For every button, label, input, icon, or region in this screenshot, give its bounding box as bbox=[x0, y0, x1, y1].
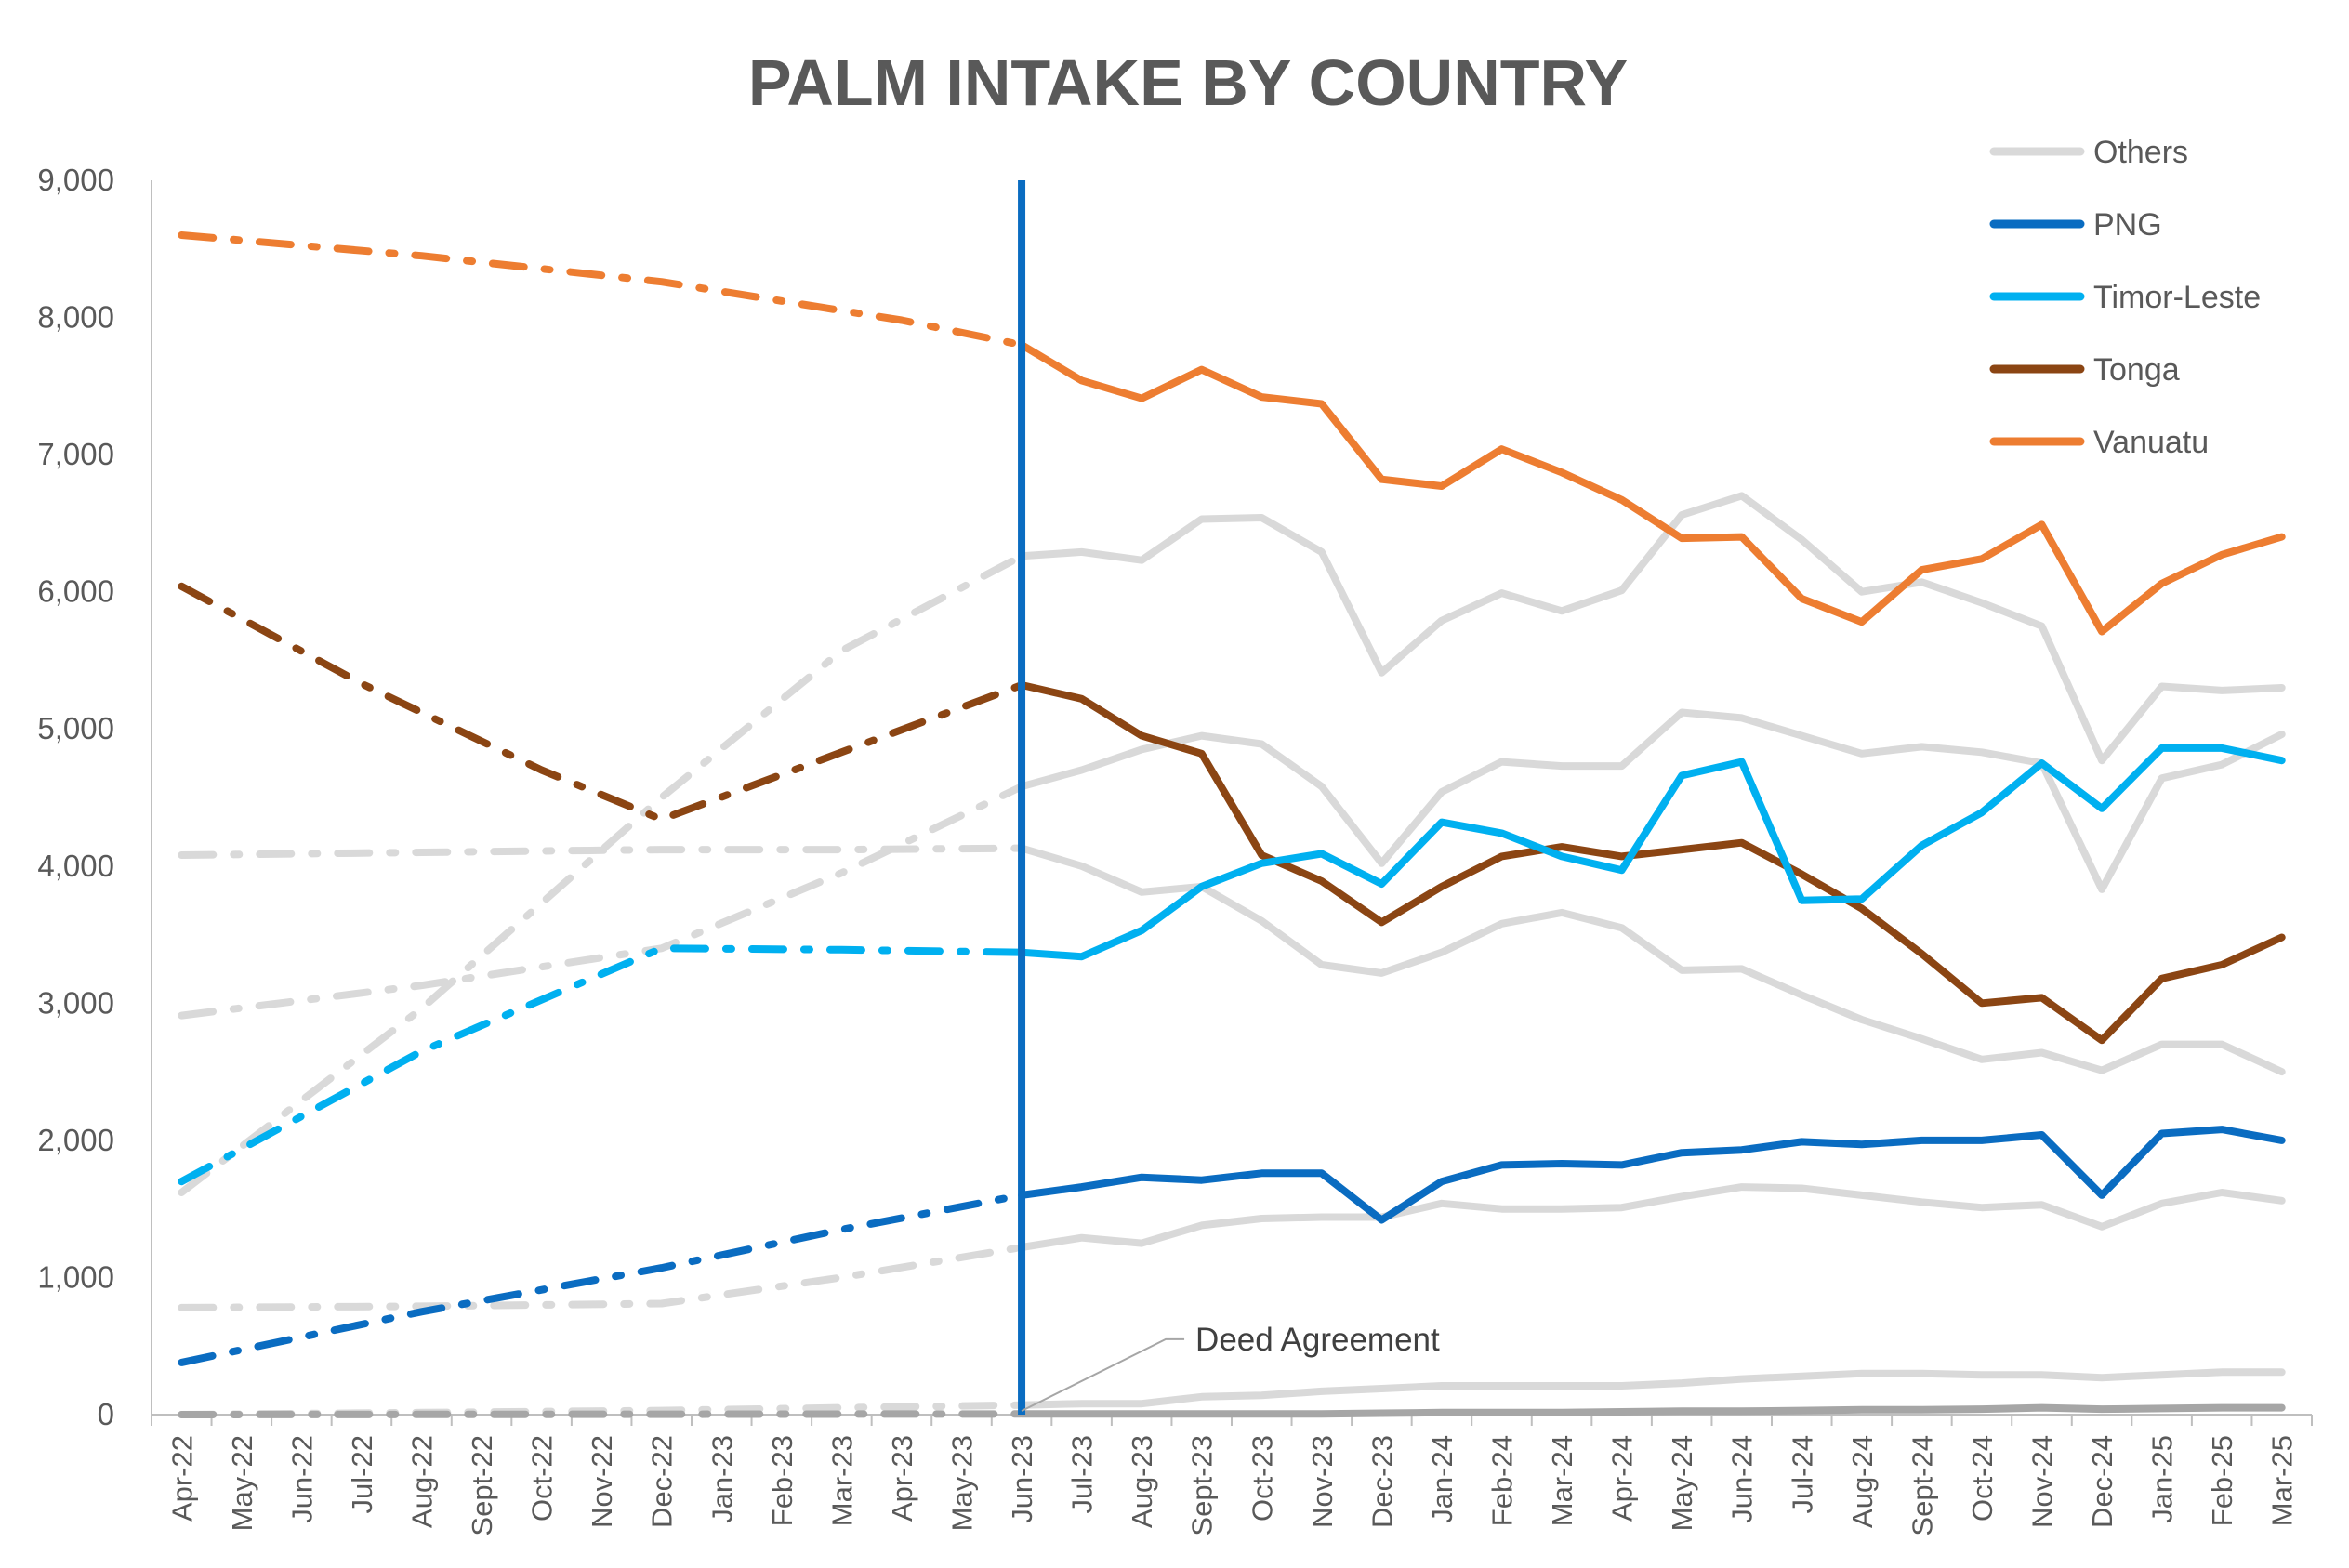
x-tick-label: Jan-25 bbox=[2146, 1435, 2179, 1523]
actual-series-line bbox=[1018, 844, 2286, 1076]
x-tick-label: Nov-22 bbox=[586, 1435, 618, 1528]
x-tick-label: May-24 bbox=[1666, 1435, 1698, 1531]
legend-label: Vanuatu bbox=[2093, 425, 2209, 460]
x-tick-label: Jul-22 bbox=[346, 1435, 378, 1513]
x-tick-label: Dec-22 bbox=[646, 1435, 679, 1528]
x-tick-label: Mar-25 bbox=[2266, 1435, 2299, 1526]
actual-series-line bbox=[1018, 492, 2286, 765]
x-tick-label: Apr-23 bbox=[886, 1435, 918, 1522]
series-other-7 bbox=[178, 1183, 2286, 1311]
x-tick-label: May-23 bbox=[946, 1435, 979, 1531]
y-tick-label: 3,000 bbox=[37, 985, 114, 1020]
actual-series-line bbox=[1018, 1368, 2286, 1409]
x-tick-label: Sept-23 bbox=[1186, 1435, 1219, 1536]
actual-series-line bbox=[1018, 681, 2286, 1045]
series-other-9 bbox=[178, 1403, 2286, 1418]
y-tick-label: 9,000 bbox=[37, 163, 114, 197]
actual-series-line bbox=[1018, 1403, 2286, 1418]
actual-series-line bbox=[1018, 708, 2286, 893]
y-tick-label: 8,000 bbox=[37, 300, 114, 335]
series-tonga bbox=[178, 582, 2286, 1045]
actual-series-line bbox=[1018, 341, 2286, 636]
x-tick-label: Aug-23 bbox=[1126, 1435, 1158, 1528]
x-tick-label: Oct-24 bbox=[1966, 1435, 1999, 1522]
legend-item-timor-leste: Timor-Leste bbox=[1989, 280, 2261, 315]
axes: 0 1,000 2,000 3,000 4,000 5,000 6,000 7,000 8,00… bbox=[37, 163, 2313, 1536]
x-tick-label: Feb-25 bbox=[2206, 1435, 2238, 1526]
x-tick-label: Apr-24 bbox=[1606, 1435, 1639, 1522]
projected-series-line bbox=[178, 582, 1026, 824]
projected-series-line bbox=[178, 231, 1026, 349]
annotation-deed-agreement: Deed Agreement bbox=[1195, 1322, 1440, 1358]
legend-item-vanuatu: Vanuatu bbox=[1989, 425, 2209, 460]
x-tick-label: Dec-23 bbox=[1366, 1435, 1398, 1528]
series-vanuatu bbox=[178, 231, 2286, 636]
series-others bbox=[178, 492, 2286, 1196]
legend-label: Timor-Leste bbox=[2093, 280, 2261, 315]
legend-label: PNG bbox=[2093, 207, 2162, 243]
projected-series-line bbox=[178, 1191, 1026, 1366]
x-tick-label: Aug-22 bbox=[406, 1435, 439, 1528]
x-tick-label: Jul-23 bbox=[1066, 1435, 1099, 1513]
projected-series-line bbox=[178, 783, 1026, 1020]
x-tick-label: Feb-23 bbox=[766, 1435, 798, 1526]
x-tick-label: Jun-22 bbox=[285, 1435, 318, 1523]
x-tick-label: Jan-24 bbox=[1426, 1435, 1458, 1523]
y-tick-label: 4,000 bbox=[37, 849, 114, 883]
legend-label: Others bbox=[2093, 135, 2188, 170]
x-tick-label: Apr-22 bbox=[165, 1435, 198, 1522]
chart-title: PALM INTAKE BY COUNTRY bbox=[748, 46, 1628, 119]
x-tick-label: Jan-23 bbox=[706, 1435, 738, 1523]
projected-series-line bbox=[178, 844, 1026, 859]
x-tick-label: Nov-24 bbox=[2026, 1435, 2059, 1528]
x-tick-label: Aug-24 bbox=[1846, 1435, 1879, 1528]
x-tick-label: Dec-24 bbox=[2086, 1435, 2118, 1528]
legend-label: Tonga bbox=[2093, 352, 2180, 388]
y-tick-label: 2,000 bbox=[37, 1123, 114, 1157]
x-tick-label: Jul-24 bbox=[1786, 1435, 1818, 1513]
x-tick-label: Jun-23 bbox=[1006, 1435, 1038, 1523]
projected-series-line bbox=[178, 944, 1026, 1186]
y-tick-label: 5,000 bbox=[37, 711, 114, 745]
projected-series-line bbox=[178, 552, 1026, 1196]
series-timor-leste bbox=[178, 744, 2286, 1186]
y-tick-label: 1,000 bbox=[37, 1259, 114, 1294]
x-tick-label: May-22 bbox=[226, 1435, 258, 1531]
x-tick-label: Sept-24 bbox=[1906, 1435, 1938, 1536]
y-tick-label: 0 bbox=[98, 1397, 114, 1431]
actual-series-line bbox=[1018, 1126, 2286, 1224]
x-tick-label: Mar-23 bbox=[825, 1435, 858, 1526]
legend-item-png: PNG bbox=[1989, 207, 2162, 243]
y-tick-label: 7,000 bbox=[37, 437, 114, 471]
series-other-5 bbox=[178, 844, 2286, 1076]
x-tick-label: Oct-22 bbox=[526, 1435, 559, 1522]
annotation-leader bbox=[1021, 1337, 1185, 1412]
x-tick-label: Jun-24 bbox=[1726, 1435, 1759, 1523]
x-tick-label: Feb-24 bbox=[1486, 1435, 1519, 1526]
y-tick-label: 6,000 bbox=[37, 574, 114, 609]
legend-item-others: Others bbox=[1989, 135, 2188, 170]
projected-series-line bbox=[178, 1410, 1026, 1418]
legend: Others PNG Timor-Leste Tonga Vanuatu bbox=[1989, 135, 2261, 460]
projected-series-line bbox=[178, 1244, 1026, 1311]
series-png bbox=[178, 1126, 2286, 1366]
x-tick-label: Nov-23 bbox=[1306, 1435, 1339, 1528]
x-tick-label: Oct-23 bbox=[1246, 1435, 1278, 1522]
series-other-6 bbox=[178, 708, 2286, 1020]
actual-series-line bbox=[1018, 744, 2286, 961]
series-layer bbox=[178, 231, 2286, 1418]
x-tick-label: Sept-22 bbox=[466, 1435, 498, 1536]
x-tick-label: Mar-24 bbox=[1546, 1435, 1578, 1526]
legend-item-tonga: Tonga bbox=[1989, 352, 2180, 388]
actual-series-line bbox=[1018, 1183, 2286, 1251]
reference-layer: Deed Agreement bbox=[1018, 180, 1440, 1415]
